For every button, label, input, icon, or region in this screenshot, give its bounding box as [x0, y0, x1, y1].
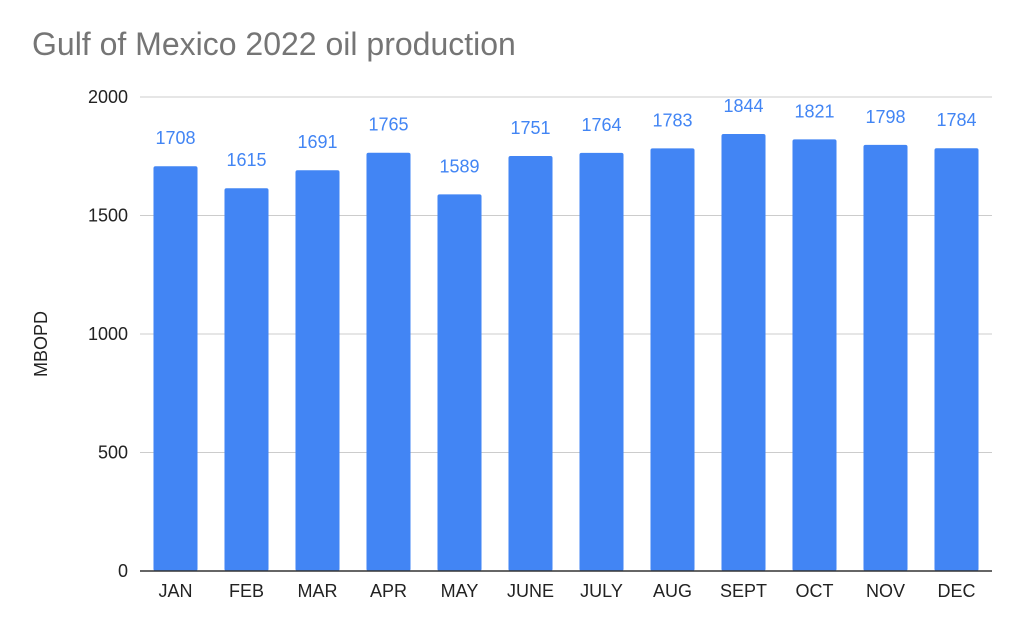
x-tick-label: APR — [370, 581, 407, 601]
x-tick-label: NOV — [866, 581, 905, 601]
y-axis-title: MBOPD — [31, 311, 51, 377]
gridlines — [140, 96, 992, 453]
bar-value-label: 1844 — [723, 96, 763, 116]
x-tick-label: FEB — [229, 581, 264, 601]
x-tick-label: MAY — [441, 581, 479, 601]
bar — [153, 166, 198, 572]
y-tick-label: 2000 — [88, 87, 128, 107]
bar-value-label: 1798 — [865, 107, 905, 127]
y-tick-label: 1500 — [88, 206, 128, 226]
chart-title: Gulf of Mexico 2022 oil production — [32, 26, 516, 62]
bars — [153, 133, 979, 572]
x-tick-label: JUNE — [507, 581, 554, 601]
x-tick-label: MAR — [298, 581, 338, 601]
bar-value-label: 1783 — [652, 110, 692, 130]
y-tick-label: 500 — [98, 443, 128, 463]
x-tick-label: JULY — [580, 581, 623, 601]
bar-value-label: 1784 — [936, 110, 976, 130]
x-tick-label: AUG — [653, 581, 692, 601]
bar — [579, 152, 624, 571]
bar — [295, 170, 340, 571]
x-tick-label: JAN — [158, 581, 192, 601]
x-tick-label: SEPT — [720, 581, 767, 601]
bar-value-label: 1764 — [581, 115, 621, 135]
x-tick-label: OCT — [796, 581, 834, 601]
bar — [508, 156, 553, 571]
bar — [224, 188, 269, 571]
x-tick-label: DEC — [937, 581, 975, 601]
axes: 0 500 1000 1500 2000 JAN FEB MAR APR MAY JUNE JULY A… — [88, 87, 992, 601]
bar — [366, 152, 411, 571]
bar — [863, 144, 908, 571]
bar-value-label: 1751 — [510, 118, 550, 138]
bar-value-label: 1708 — [155, 128, 195, 148]
bar-value-label: 1589 — [439, 156, 479, 176]
bar-value-label: 1765 — [368, 115, 408, 135]
bar — [934, 148, 979, 571]
bar-value-label: 1691 — [297, 132, 337, 152]
y-tick-label: 1000 — [88, 324, 128, 344]
bar — [437, 194, 482, 572]
bar — [792, 139, 837, 571]
bar-value-label: 1821 — [794, 101, 834, 121]
bar — [650, 148, 695, 571]
bar-value-label: 1615 — [226, 150, 266, 170]
bar — [721, 133, 766, 572]
y-tick-label: 0 — [118, 561, 128, 581]
data-labels: 1708 1615 1691 1765 1589 1751 1764 1783 1844 1821… — [155, 96, 976, 176]
